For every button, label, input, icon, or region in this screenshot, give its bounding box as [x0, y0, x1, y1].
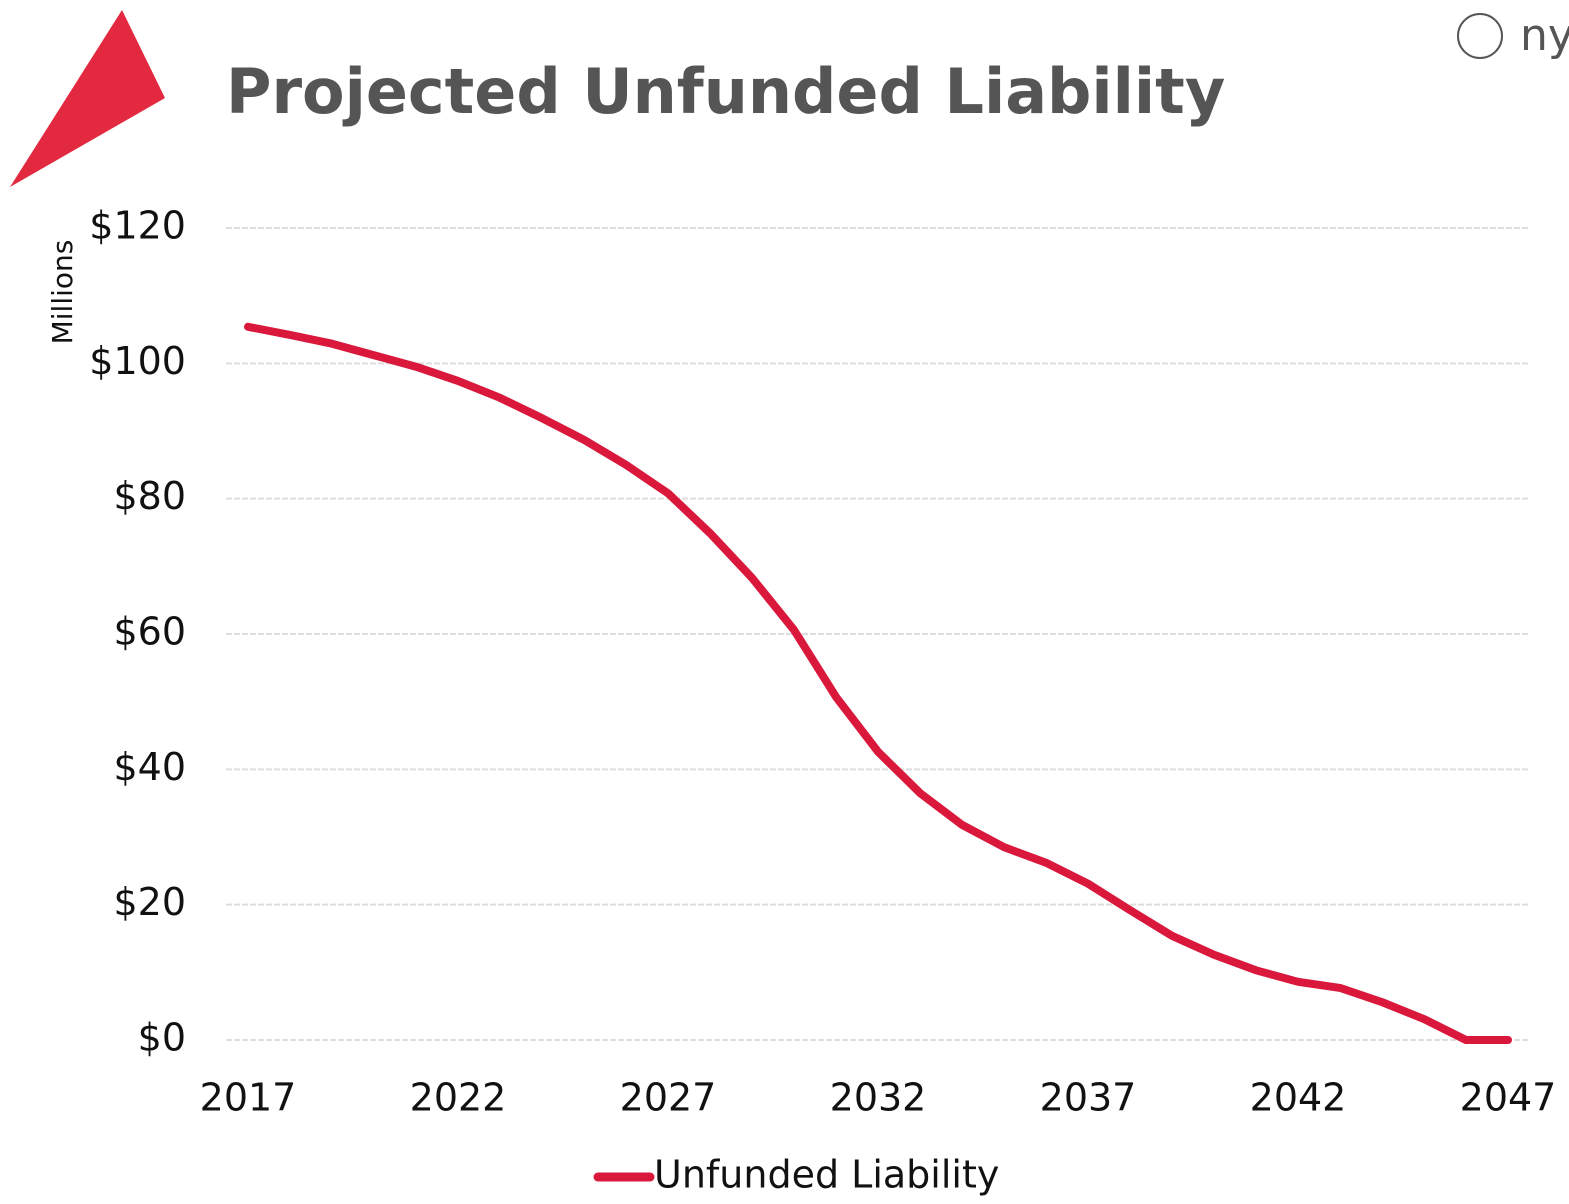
- x-tick-label: 2032: [830, 1076, 927, 1120]
- logo-triangle: [10, 10, 165, 187]
- x-tick-label: 2037: [1040, 1076, 1137, 1120]
- x-tick-label: 2042: [1250, 1076, 1347, 1120]
- y-tick-label: $40: [113, 745, 186, 789]
- x-tick-label: 2022: [410, 1076, 507, 1120]
- chart-title: Projected Unfunded Liability: [226, 55, 1225, 128]
- y-tick-label: $100: [89, 339, 186, 383]
- x-tick-label: 2027: [620, 1076, 717, 1120]
- y-tick-label: $0: [138, 1016, 186, 1060]
- y-tick-label: $60: [113, 610, 186, 654]
- x-tick-label: 2017: [200, 1076, 297, 1120]
- data-line: [244, 322, 1512, 1044]
- x-tick-label: 2047: [1460, 1076, 1557, 1120]
- y-tick-label: $120: [89, 204, 186, 248]
- logo-icon: [1457, 13, 1503, 59]
- y-axis-label: Millions: [46, 240, 79, 345]
- logo-text: ny: [1520, 10, 1569, 61]
- legend-label: Unfunded Liability: [654, 1153, 999, 1197]
- y-tick-label: $80: [113, 474, 186, 518]
- y-tick-label: $20: [113, 880, 186, 924]
